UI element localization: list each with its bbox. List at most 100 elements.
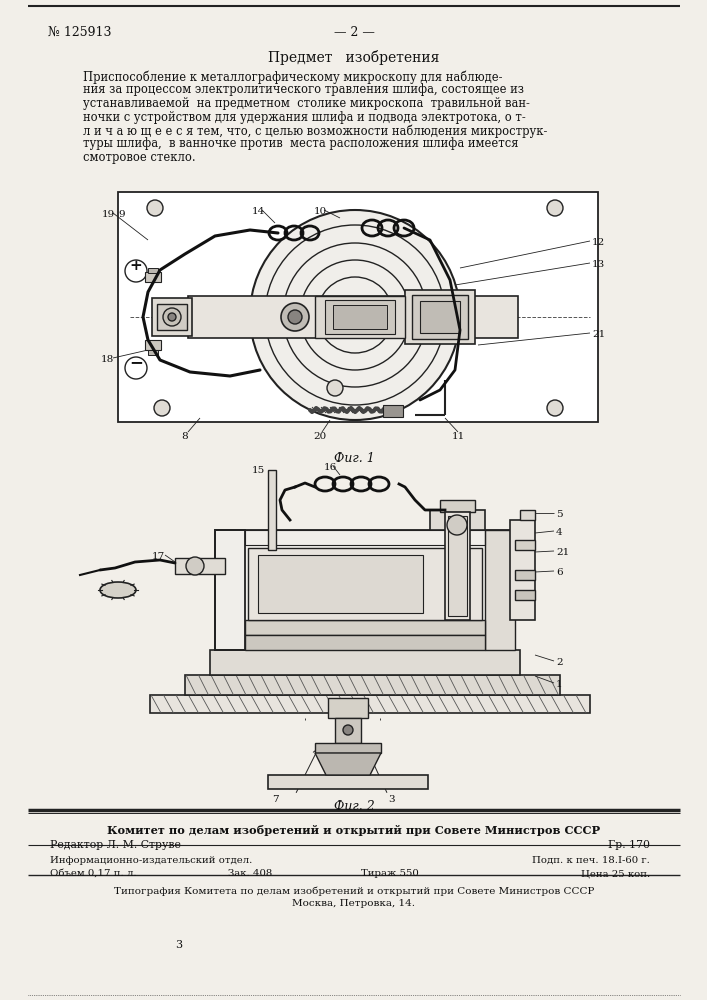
Bar: [383, 405, 403, 417]
Bar: [148, 350, 158, 355]
Text: Фиг. 2: Фиг. 2: [334, 800, 375, 813]
Polygon shape: [315, 753, 381, 775]
Text: 1: 1: [556, 680, 563, 689]
Circle shape: [327, 380, 343, 396]
Bar: [335, 718, 361, 743]
Bar: [515, 540, 535, 550]
Bar: [118, 192, 598, 422]
Bar: [145, 340, 161, 350]
Text: Зак. 408: Зак. 408: [228, 869, 272, 878]
Text: 18: 18: [100, 355, 114, 364]
Text: 17: 17: [152, 552, 165, 561]
Text: 3: 3: [175, 940, 182, 950]
Text: Редактор Л. М. Струве: Редактор Л. М. Струве: [50, 840, 181, 850]
Bar: [315, 743, 381, 753]
Text: л и ч а ю щ е е с я тем, что, с целью возможности наблюдения микрострук-: л и ч а ю щ е е с я тем, что, с целью во…: [83, 124, 547, 137]
Circle shape: [163, 308, 181, 326]
Text: Типография Комитета по делам изобретений и открытий при Совете Министров СССР: Типография Комитета по делам изобретений…: [114, 886, 594, 896]
Text: Фиг. 1: Фиг. 1: [334, 452, 375, 465]
Bar: [445, 512, 470, 620]
Bar: [315, 296, 405, 338]
Text: 11: 11: [435, 510, 448, 519]
Bar: [248, 548, 482, 620]
Bar: [215, 530, 515, 650]
Text: 21: 21: [556, 548, 569, 557]
Bar: [268, 775, 428, 789]
Text: 10: 10: [313, 207, 327, 216]
Bar: [185, 675, 560, 695]
Text: 19: 19: [101, 210, 115, 219]
Text: Комитет по делам изобретений и открытий при Совете Министров СССР: Комитет по делам изобретений и открытий …: [107, 825, 600, 836]
Bar: [412, 295, 468, 339]
Bar: [430, 510, 485, 530]
Text: 5: 5: [556, 510, 563, 519]
Bar: [245, 635, 485, 650]
Bar: [157, 304, 187, 330]
Bar: [152, 298, 192, 336]
Circle shape: [250, 210, 460, 420]
Text: 6: 6: [556, 568, 563, 577]
Bar: [325, 300, 395, 334]
Bar: [210, 650, 520, 675]
Text: Подп. к печ. 18.I-60 г.: Подп. к печ. 18.I-60 г.: [532, 856, 650, 865]
Circle shape: [343, 725, 353, 735]
Circle shape: [547, 200, 563, 216]
Text: 7: 7: [271, 795, 279, 804]
Text: 15: 15: [252, 466, 265, 475]
Bar: [245, 530, 485, 545]
Text: 12: 12: [592, 238, 605, 247]
Bar: [440, 500, 475, 512]
Text: 11: 11: [451, 432, 464, 441]
Text: Приспособление к металлографическому микроскопу для наблюде-: Приспособление к металлографическому мик…: [83, 70, 503, 84]
Text: 8: 8: [182, 432, 188, 441]
Text: Цена 25 коп.: Цена 25 коп.: [580, 869, 650, 878]
Text: Информационно-издательский отдел.: Информационно-издательский отдел.: [50, 856, 252, 865]
Bar: [333, 305, 387, 329]
Bar: [510, 520, 535, 620]
Circle shape: [281, 303, 309, 331]
Text: 20: 20: [313, 432, 327, 441]
Bar: [145, 272, 161, 282]
Text: 4: 4: [556, 528, 563, 537]
Bar: [448, 516, 467, 616]
Text: смотровое стекло.: смотровое стекло.: [83, 151, 196, 164]
Text: 21: 21: [592, 330, 605, 339]
Circle shape: [547, 400, 563, 416]
Text: туры шлифа,  в ванночке против  места расположения шлифа имеется: туры шлифа, в ванночке против места расп…: [83, 137, 518, 150]
Bar: [520, 510, 535, 520]
Text: 16: 16: [323, 463, 337, 472]
Text: Предмет   изобретения: Предмет изобретения: [269, 50, 440, 65]
Text: +: +: [129, 259, 142, 273]
Circle shape: [186, 557, 204, 575]
Text: 9: 9: [119, 210, 125, 219]
Bar: [175, 558, 225, 574]
Text: Москва, Петровка, 14.: Москва, Петровка, 14.: [293, 899, 416, 908]
Bar: [515, 590, 535, 600]
Bar: [405, 290, 475, 344]
Text: 14: 14: [252, 207, 264, 216]
Bar: [148, 268, 158, 273]
Bar: [215, 530, 245, 650]
Text: устанавливаемой  на предметном  столике микроскопа  травильной ван-: устанавливаемой на предметном столике ми…: [83, 97, 530, 110]
Text: ночки с устройством для удержания шлифа и подвода электротока, о т-: ночки с устройством для удержания шлифа …: [83, 110, 526, 123]
Bar: [420, 301, 460, 333]
Circle shape: [147, 200, 163, 216]
Text: 3: 3: [389, 795, 395, 804]
Circle shape: [288, 310, 302, 324]
Ellipse shape: [100, 582, 136, 598]
Text: Объем 0,17 п. л.: Объем 0,17 п. л.: [50, 869, 136, 878]
Text: 2: 2: [556, 658, 563, 667]
Bar: [268, 470, 276, 550]
Text: −: −: [129, 355, 143, 371]
Circle shape: [447, 515, 467, 535]
Bar: [188, 296, 518, 338]
Text: Тираж 550: Тираж 550: [361, 869, 419, 878]
Bar: [258, 555, 423, 613]
Bar: [515, 570, 535, 580]
Text: ния за процессом электролитического травления шлифа, состоящее из: ния за процессом электролитического трав…: [83, 84, 524, 97]
Text: № 125913: № 125913: [48, 26, 112, 39]
Circle shape: [168, 313, 176, 321]
Circle shape: [154, 400, 170, 416]
Text: Гр. 170: Гр. 170: [608, 840, 650, 850]
Bar: [485, 530, 515, 650]
